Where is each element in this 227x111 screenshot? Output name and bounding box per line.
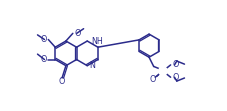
Text: O: O [40,35,47,44]
Circle shape [159,67,167,75]
Text: NH: NH [91,37,103,46]
Text: O: O [58,77,64,86]
Text: O: O [172,73,179,82]
Text: N: N [89,61,95,70]
Text: O: O [172,60,179,69]
Text: O: O [150,75,156,84]
Text: O: O [40,55,47,64]
Text: O: O [74,29,81,38]
Text: P: P [160,67,165,76]
